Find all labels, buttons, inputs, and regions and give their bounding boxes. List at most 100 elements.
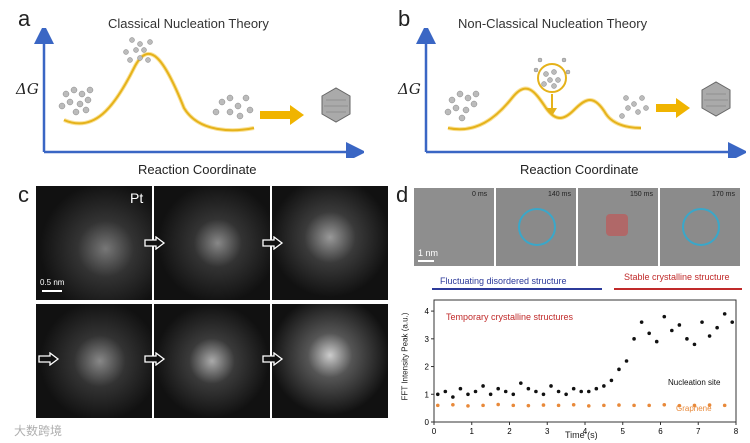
chart-ylabel: FFT Intensity Peak (a.u.) [400,312,410,401]
panel-a-xaxis-label: Reaction Coordinate [138,162,257,177]
point-nucleation-site [594,386,599,391]
point-nucleation-site [435,392,440,397]
panel-c-scale-label: 0.5 nm [40,278,65,287]
point-nucleation-site [564,392,568,397]
point-graphene [541,403,546,407]
point-nucleation-site [534,389,538,394]
point-nucleation-site [654,339,659,344]
x-tick-label: 6 [658,427,663,436]
frame-time-4: 170 ms [712,191,735,198]
frame-time-3: 150 ms [630,191,653,198]
point-nucleation-site [541,392,546,397]
point-nucleation-site [466,392,470,397]
point-nucleation-site [647,331,651,336]
point-nucleation-site [722,312,727,316]
point-graphene [662,403,667,407]
x-tick-label: 5 [621,427,626,436]
panel-b-xaxis-label: Reaction Coordinate [520,162,639,177]
point-nucleation-site [473,389,478,394]
fluct-annotation: Fluctuating disordered structure [440,276,567,286]
panel-d-frames: 0 ms 140 ms 150 ms 170 ms 1 nm [414,188,742,266]
frame-arrow-icon [262,236,284,250]
panel-a-label: a [18,6,31,31]
y-tick-label: 0 [425,418,430,427]
hrtem-frame-4 [660,188,740,266]
frame-arrow-icon [144,352,166,366]
stable-annotation: Stable crystalline structure [624,272,730,282]
point-nucleation-site [685,337,689,341]
fluct-bracket [432,288,602,290]
point-nucleation-site [526,386,531,391]
point-graphene [511,403,516,408]
point-nucleation-site [519,381,523,385]
point-nucleation-site [677,323,682,327]
point-graphene [602,403,606,408]
point-nucleation-site [692,342,697,347]
point-graphene [647,403,651,408]
x-tick-label: 3 [545,427,550,436]
y-tick-label: 3 [425,335,430,344]
hrtem-frame-1 [414,188,494,266]
point-nucleation-site [481,384,485,388]
tem-frame-3 [272,186,388,300]
temp-annotation: Temporary crystalline structures [446,312,574,322]
point-nucleation-site [458,386,463,391]
point-nucleation-site [443,389,448,394]
panel-b-yaxis-label: ΔG [398,80,421,98]
point-nucleation-site [715,325,719,330]
panel-a-diagram [34,28,364,158]
point-nucleation-site [579,389,584,394]
y-tick-label: 4 [425,307,430,316]
point-graphene [571,403,576,407]
point-graphene [481,403,485,408]
panel-b-label: b [398,6,411,31]
x-tick-label: 8 [734,427,739,436]
point-nucleation-site [602,384,606,388]
point-nucleation-site [503,389,508,394]
panel-a-atoms-top [123,37,153,63]
tem-frame-6 [272,304,388,418]
point-nucleation-site [730,320,735,324]
frame-time-2: 140 ms [548,191,571,198]
x-tick-label: 2 [507,427,512,436]
point-nucleation-site [556,389,561,394]
point-nucleation-site [451,395,455,399]
tem-frame-2 [154,186,270,300]
frame-arrow-icon [144,236,166,250]
frame-arrow-icon [38,352,60,366]
fft-scatter-chart: 0 1 2 3 4 5 6 7 8 0 1 2 3 4 [425,299,739,436]
panel-a-atoms-right [212,94,254,120]
point-graphene [677,403,682,408]
point-nucleation-site [617,367,621,372]
point-nucleation-site [488,392,493,397]
panel-c-label: c [18,182,29,207]
point-nucleation-site [707,334,712,338]
x-tick-label: 7 [696,427,701,436]
panel-c-scale-bar [42,290,62,292]
point-graphene [466,404,470,408]
stable-bracket [614,288,742,290]
legend-nucleation: Nucleation site [668,378,721,387]
point-nucleation-site [609,378,614,383]
point-graphene [722,403,727,408]
point-graphene [707,403,712,407]
legend-graphene: Graphene [676,404,712,413]
panel-c-element-label: Pt [130,190,144,206]
point-nucleation-site [670,328,674,333]
frame-arrow-icon [262,352,284,366]
panel-a-arrow [260,111,290,119]
panel-d-label: d [396,182,409,207]
x-tick-label: 4 [583,427,588,436]
point-nucleation-site [624,359,629,363]
point-nucleation-site [586,389,591,394]
y-tick-label: 1 [425,390,430,399]
y-tick-label: 2 [425,363,430,372]
panel-d-scale-label: 1 nm [418,248,439,258]
point-graphene [526,403,531,408]
point-nucleation-site [639,320,644,324]
point-graphene [556,403,561,408]
point-nucleation-site [549,384,553,388]
point-graphene [496,402,500,407]
point-graphene [451,403,455,407]
point-nucleation-site [662,314,667,319]
